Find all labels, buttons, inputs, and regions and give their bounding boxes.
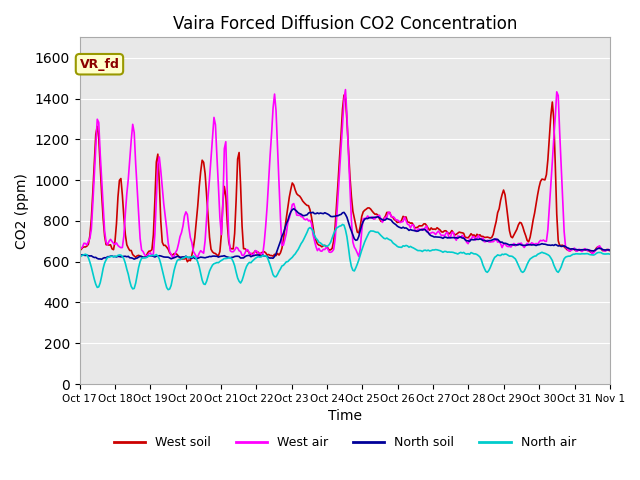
North soil bbox=[310, 211, 318, 216]
West soil bbox=[340, 92, 348, 98]
North soil bbox=[236, 253, 243, 259]
Text: VR_fd: VR_fd bbox=[79, 58, 120, 71]
Legend: West soil, West air, North soil, North air: West soil, West air, North soil, North a… bbox=[109, 431, 581, 454]
North air bbox=[606, 251, 614, 257]
West air bbox=[579, 247, 587, 253]
North soil bbox=[253, 252, 260, 258]
West soil bbox=[141, 254, 148, 260]
West soil bbox=[76, 247, 83, 253]
Line: West soil: West soil bbox=[79, 95, 610, 262]
West soil bbox=[253, 250, 260, 256]
North soil bbox=[606, 247, 614, 253]
West soil bbox=[184, 259, 191, 264]
West air bbox=[309, 231, 317, 237]
North air bbox=[309, 228, 317, 234]
Line: North soil: North soil bbox=[79, 209, 610, 259]
West air bbox=[253, 248, 260, 254]
North soil bbox=[142, 254, 150, 260]
Line: West air: West air bbox=[79, 90, 610, 257]
North air bbox=[579, 251, 587, 257]
West air bbox=[262, 223, 269, 229]
Line: North air: North air bbox=[79, 225, 610, 289]
West soil bbox=[606, 248, 614, 253]
West air bbox=[141, 252, 148, 257]
North soil bbox=[262, 253, 269, 259]
North air bbox=[339, 222, 346, 228]
West soil bbox=[309, 224, 317, 229]
North soil bbox=[579, 247, 587, 252]
North air bbox=[76, 254, 83, 260]
West air bbox=[342, 87, 349, 93]
North soil bbox=[290, 206, 298, 212]
West air bbox=[606, 247, 614, 253]
North soil bbox=[76, 252, 83, 258]
North air bbox=[236, 278, 243, 284]
Y-axis label: CO2 (ppm): CO2 (ppm) bbox=[15, 173, 29, 249]
North air bbox=[141, 255, 148, 261]
West air bbox=[169, 254, 177, 260]
North air bbox=[164, 287, 172, 292]
North soil bbox=[98, 256, 106, 262]
North air bbox=[262, 253, 269, 259]
West soil bbox=[579, 247, 587, 252]
West soil bbox=[236, 150, 243, 156]
Title: Vaira Forced Diffusion CO2 Concentration: Vaira Forced Diffusion CO2 Concentration bbox=[173, 15, 517, 33]
X-axis label: Time: Time bbox=[328, 409, 362, 423]
West air bbox=[236, 248, 243, 253]
North air bbox=[253, 254, 260, 260]
West air bbox=[76, 245, 83, 251]
West soil bbox=[262, 250, 269, 256]
